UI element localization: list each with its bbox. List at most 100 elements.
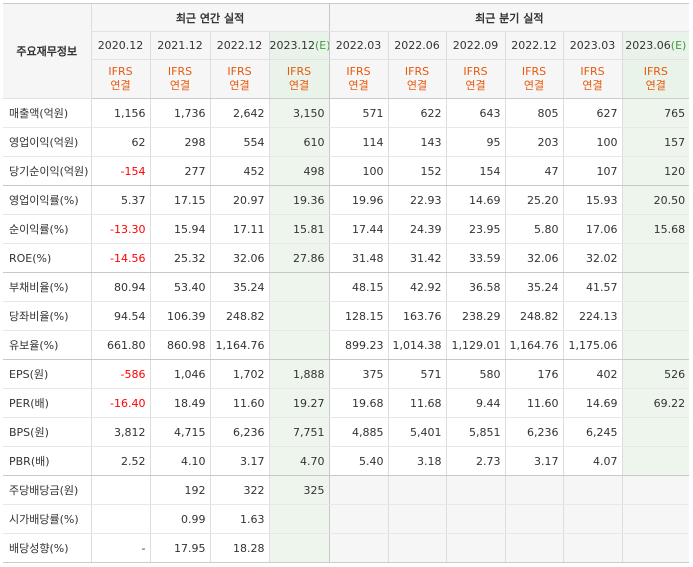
consolidated-label: 연결	[110, 79, 131, 92]
value-cell: 41.57	[562, 272, 623, 302]
value-cell: 154	[445, 156, 506, 186]
value-cell: 15.68	[621, 214, 690, 244]
table-row: 유보율(%) 661.80 860.98 1,164.76 899.23 1,014.38…	[3, 330, 690, 360]
period-header-4: 2022.03	[328, 31, 389, 60]
table-row: PER(배) -16.40 18.49 11.60 19.27 19.68 11.68 9.4…	[3, 388, 690, 418]
value-cell: 17.06	[562, 214, 623, 244]
row-label: PBR(배)	[3, 446, 91, 476]
value-cell: 17.95	[149, 533, 210, 563]
value-cell: 17.11	[209, 214, 269, 244]
value-cell: 152	[387, 156, 447, 186]
period-label: 2021.12	[157, 39, 203, 52]
period-header-8: 2023.03	[562, 31, 623, 60]
value-cell	[621, 272, 690, 302]
value-cell: 62	[90, 127, 150, 157]
value-cell: 5.40	[328, 446, 389, 476]
table-row: EPS(원) -586 1,046 1,702 1,888 375 571 580 176 402…	[3, 359, 690, 389]
value-cell: 23.95	[445, 214, 506, 244]
value-cell: 0.99	[149, 504, 210, 534]
value-cell: 3.18	[387, 446, 447, 476]
value-cell	[445, 533, 506, 563]
table-row: 주당배당금(원) 192 322 325	[3, 475, 690, 505]
value-cell	[621, 533, 690, 563]
estimate-mark: (E)	[315, 39, 330, 52]
value-cell: 765	[621, 98, 690, 128]
table-row: 매출액(억원) 1,156 1,736 2,642 3,150 571 622 643 805 6…	[3, 98, 690, 128]
value-cell: 42.92	[387, 272, 447, 302]
value-cell: 19.96	[328, 185, 389, 215]
value-cell: 25.20	[504, 185, 564, 215]
value-cell	[621, 301, 690, 331]
consolidated-label: 연결	[406, 79, 428, 92]
period-label: 2022.06	[394, 39, 440, 52]
value-cell: 19.36	[268, 185, 330, 215]
consolidated-label: 연결	[169, 79, 191, 92]
value-cell: 11.60	[504, 388, 564, 418]
consolidated-label: 연결	[465, 79, 486, 92]
value-cell: 248.82	[504, 301, 564, 331]
value-cell	[387, 533, 447, 563]
value-cell: 19.68	[328, 388, 389, 418]
value-cell: 6,245	[562, 417, 623, 447]
period-label: 2020.12	[97, 39, 144, 52]
value-cell: 22.93	[387, 185, 447, 215]
value-cell: 2,642	[209, 98, 269, 128]
value-cell: 163.76	[387, 301, 447, 331]
group-header-row: 주요재무정보 최근 연간 실적 최근 분기 실적	[3, 3, 690, 99]
value-cell	[268, 272, 330, 302]
value-cell: 17.15	[149, 185, 210, 215]
value-cell: 622	[387, 98, 447, 128]
value-cell: 20.97	[209, 185, 269, 215]
table-row: 시가배당률(%) 0.99 1.63	[3, 504, 690, 534]
value-cell: 69.22	[621, 388, 690, 418]
value-cell: 32.06	[209, 243, 269, 273]
value-cell: 526	[621, 359, 690, 389]
value-cell: 375	[328, 359, 389, 389]
value-cell: 5.37	[90, 185, 150, 215]
period-label: 2022.12	[216, 39, 263, 52]
value-cell: 80.94	[90, 272, 150, 302]
value-cell: -13.30	[90, 214, 150, 244]
value-cell: 14.69	[445, 185, 506, 215]
value-cell: 25.32	[149, 243, 210, 273]
ifrs-label: IFRS	[643, 65, 668, 78]
table-row: 영업이익(억원) 62 298 554 610 114 143 95 203 100 157	[3, 127, 690, 157]
value-cell	[445, 504, 506, 534]
period-header-0: 2020.12	[90, 31, 150, 60]
value-cell: 1,164.76	[504, 330, 564, 360]
table-row: PBR(배) 2.52 4.10 3.17 4.70 5.40 3.18 2.73 3.17 4.…	[3, 446, 690, 476]
value-cell: 571	[387, 359, 447, 389]
ifrs-header-5: IFRS 연결	[387, 59, 447, 99]
value-cell	[621, 446, 690, 476]
value-cell: 860.98	[149, 330, 210, 360]
row-label: 주당배당금(원)	[3, 475, 91, 505]
value-cell: -	[90, 533, 150, 563]
table-row: 부채비율(%) 80.94 53.40 35.24 48.15 42.92 36.58 35.…	[3, 272, 690, 302]
value-cell: 14.69	[562, 388, 623, 418]
ifrs-label: IFRS	[404, 65, 430, 78]
ifrs-header-0: IFRS 연결	[90, 59, 150, 99]
financial-summary-table: 주요재무정보 최근 연간 실적 최근 분기 실적 2020.12 2021.12 2…	[3, 3, 690, 563]
value-cell: 610	[268, 127, 330, 157]
value-cell: 2.73	[445, 446, 506, 476]
value-cell: 9.44	[445, 388, 506, 418]
period-label: 2022.09	[452, 39, 499, 52]
value-cell: 100	[562, 127, 623, 157]
value-cell: 1,156	[90, 98, 150, 128]
value-cell: 176	[504, 359, 564, 389]
period-header-7: 2022.12	[504, 31, 564, 60]
accounting-standard-row: IFRS 연결 IFRS 연결 IFRS 연결 IFRS 연결 IFRS 연결 IFRS 연결 IFRS…	[3, 59, 690, 99]
value-cell: -586	[90, 359, 150, 389]
value-cell: 27.86	[268, 243, 330, 273]
period-label: 2023.06	[625, 39, 671, 52]
value-cell: 4.10	[149, 446, 210, 476]
value-cell: 47	[504, 156, 564, 186]
value-cell	[504, 504, 564, 534]
value-cell: 3,150	[268, 98, 330, 128]
value-cell: 298	[149, 127, 210, 157]
value-cell: 248.82	[209, 301, 269, 331]
value-cell: 31.42	[387, 243, 447, 273]
value-cell: 203	[504, 127, 564, 157]
value-cell: 322	[209, 475, 269, 505]
row-label: 영업이익(억원)	[3, 127, 91, 157]
